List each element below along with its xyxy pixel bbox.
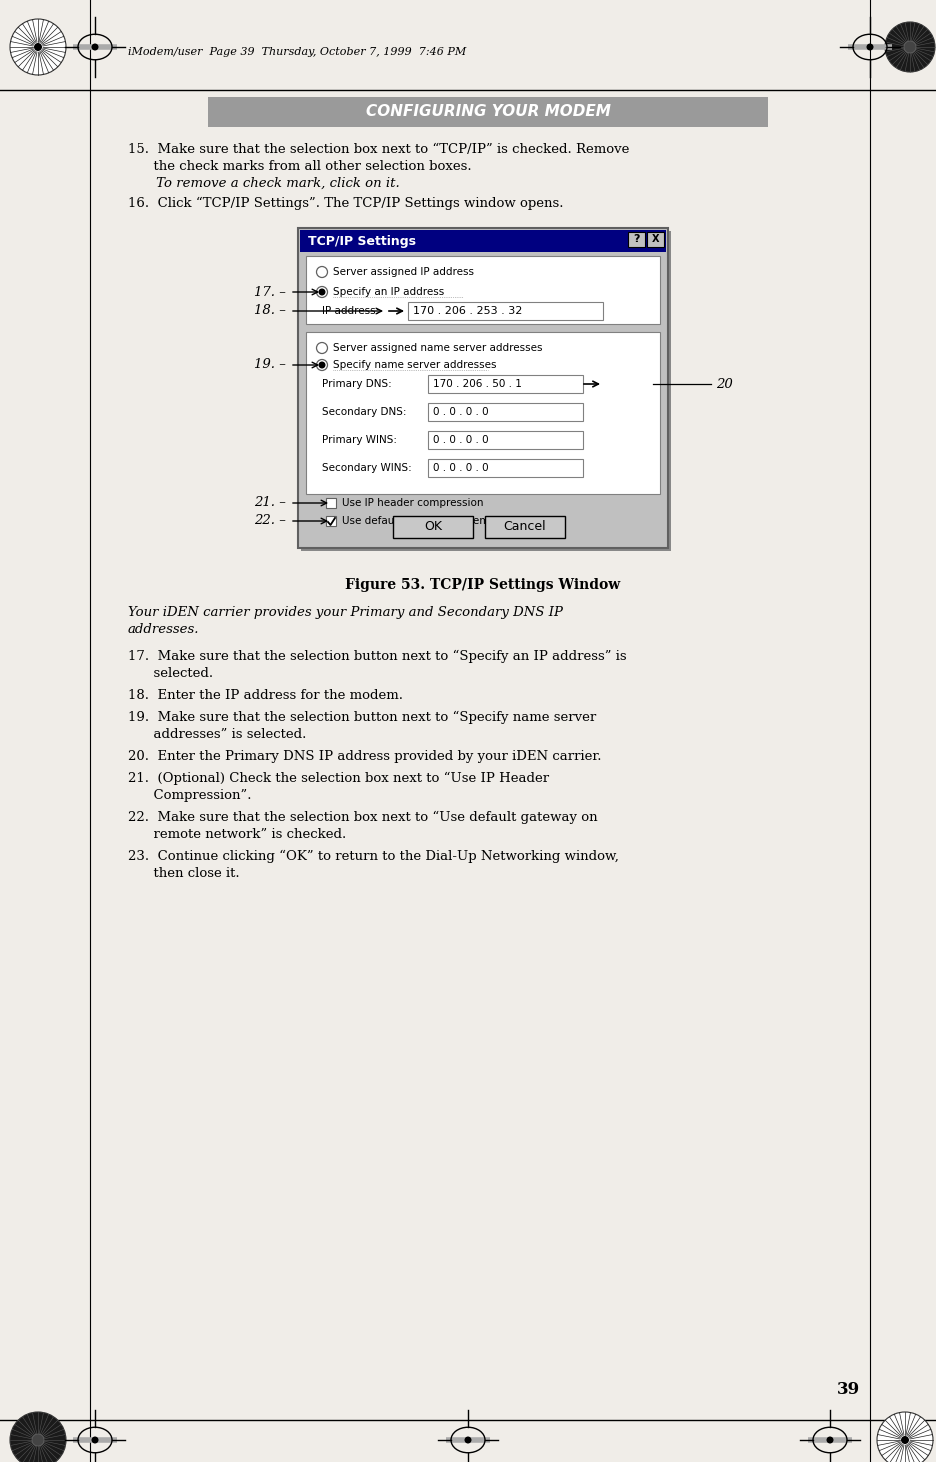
Text: 16.  Click “TCP/IP Settings”. The TCP/IP Settings window opens.: 16. Click “TCP/IP Settings”. The TCP/IP … (128, 197, 563, 211)
Text: 20: 20 (715, 377, 732, 390)
Text: Specify name server addresses: Specify name server addresses (332, 360, 496, 370)
Circle shape (866, 44, 872, 51)
FancyBboxPatch shape (428, 459, 582, 477)
Circle shape (316, 266, 328, 278)
Text: Server assigned IP address: Server assigned IP address (332, 268, 474, 276)
Text: 19.  Make sure that the selection button next to “Specify name server: 19. Make sure that the selection button … (128, 711, 595, 724)
FancyBboxPatch shape (306, 332, 659, 494)
Circle shape (10, 1412, 66, 1462)
Text: TCP/IP Settings: TCP/IP Settings (308, 234, 416, 247)
FancyBboxPatch shape (627, 232, 644, 247)
Text: the check marks from all other selection boxes.: the check marks from all other selection… (128, 159, 471, 173)
FancyBboxPatch shape (428, 374, 582, 393)
Text: 39: 39 (836, 1382, 859, 1399)
Text: 21.  (Optional) Check the selection box next to “Use IP Header: 21. (Optional) Check the selection box n… (128, 772, 548, 785)
Circle shape (34, 42, 42, 51)
Text: 19. –: 19. – (254, 358, 285, 371)
Circle shape (92, 1437, 98, 1443)
FancyBboxPatch shape (392, 516, 473, 538)
Circle shape (464, 1437, 471, 1443)
Text: 170 . 206 . 253 . 32: 170 . 206 . 253 . 32 (413, 306, 521, 316)
Circle shape (319, 289, 325, 295)
Text: selected.: selected. (128, 667, 212, 680)
Text: OK: OK (424, 520, 442, 534)
Text: remote network” is checked.: remote network” is checked. (128, 827, 346, 841)
FancyBboxPatch shape (428, 404, 582, 421)
FancyBboxPatch shape (208, 96, 768, 127)
Circle shape (316, 342, 328, 354)
FancyBboxPatch shape (298, 228, 667, 548)
FancyBboxPatch shape (326, 516, 336, 526)
Text: 0 . 0 . 0 . 0: 0 . 0 . 0 . 0 (432, 436, 488, 444)
Text: 15.  Make sure that the selection box next to “TCP/IP” is checked. Remove: 15. Make sure that the selection box nex… (128, 143, 629, 156)
FancyBboxPatch shape (407, 303, 603, 320)
FancyBboxPatch shape (306, 256, 659, 325)
Text: 0 . 0 . 0 . 0: 0 . 0 . 0 . 0 (432, 406, 488, 417)
Text: X: X (651, 234, 659, 244)
Text: To remove a check mark, click on it.: To remove a check mark, click on it. (128, 177, 400, 190)
Text: addresses.: addresses. (128, 623, 199, 636)
Circle shape (903, 41, 915, 53)
Circle shape (319, 363, 325, 368)
Text: Figure 53. TCP/IP Settings Window: Figure 53. TCP/IP Settings Window (345, 577, 620, 592)
FancyBboxPatch shape (428, 431, 582, 449)
Text: ?: ? (633, 234, 639, 244)
Text: 18. –: 18. – (254, 304, 285, 317)
Text: Use IP header compression: Use IP header compression (342, 499, 483, 507)
Text: Primary WINS:: Primary WINS: (322, 436, 397, 444)
Text: Primary DNS:: Primary DNS: (322, 379, 391, 389)
Circle shape (32, 1434, 44, 1446)
Text: 23.  Continue clicking “OK” to return to the Dial-Up Networking window,: 23. Continue clicking “OK” to return to … (128, 849, 618, 863)
Circle shape (876, 1412, 932, 1462)
Text: Secondary DNS:: Secondary DNS: (322, 406, 406, 417)
Text: 17. –: 17. – (254, 285, 285, 298)
Text: then close it.: then close it. (128, 867, 240, 880)
Text: 21. –: 21. – (254, 497, 285, 509)
FancyBboxPatch shape (300, 231, 670, 551)
Text: Cancel: Cancel (504, 520, 546, 534)
Circle shape (10, 19, 66, 75)
FancyBboxPatch shape (326, 499, 336, 507)
Text: 22. –: 22. – (254, 515, 285, 528)
Text: 22.  Make sure that the selection box next to “Use default gateway on: 22. Make sure that the selection box nex… (128, 811, 597, 825)
Text: 18.  Enter the IP address for the modem.: 18. Enter the IP address for the modem. (128, 689, 402, 702)
Text: IP address:: IP address: (322, 306, 379, 316)
Text: 170 . 206 . 50 . 1: 170 . 206 . 50 . 1 (432, 379, 521, 389)
FancyBboxPatch shape (485, 516, 564, 538)
Text: 0 . 0 . 0 . 0: 0 . 0 . 0 . 0 (432, 463, 488, 474)
Text: Secondary WINS:: Secondary WINS: (322, 463, 411, 474)
Text: Compression”.: Compression”. (128, 789, 251, 803)
Text: Use default gateway on remote network: Use default gateway on remote network (342, 516, 551, 526)
Circle shape (92, 44, 98, 51)
Circle shape (826, 1437, 833, 1443)
Text: Specify an IP address: Specify an IP address (332, 287, 444, 297)
Text: CONFIGURING YOUR MODEM: CONFIGURING YOUR MODEM (365, 104, 609, 120)
Text: 17.  Make sure that the selection button next to “Specify an IP address” is: 17. Make sure that the selection button … (128, 651, 626, 664)
Text: iModem/user  Page 39  Thursday, October 7, 1999  7:46 PM: iModem/user Page 39 Thursday, October 7,… (128, 47, 466, 57)
Circle shape (316, 360, 328, 370)
Circle shape (316, 287, 328, 297)
FancyBboxPatch shape (300, 230, 665, 251)
FancyBboxPatch shape (647, 232, 664, 247)
Text: Your iDEN carrier provides your Primary and Secondary DNS IP: Your iDEN carrier provides your Primary … (128, 607, 563, 618)
Text: 20.  Enter the Primary DNS IP address provided by your iDEN carrier.: 20. Enter the Primary DNS IP address pro… (128, 750, 601, 763)
Text: addresses” is selected.: addresses” is selected. (128, 728, 306, 741)
Circle shape (900, 1436, 908, 1444)
Text: Server assigned name server addresses: Server assigned name server addresses (332, 344, 542, 352)
Circle shape (885, 22, 934, 72)
